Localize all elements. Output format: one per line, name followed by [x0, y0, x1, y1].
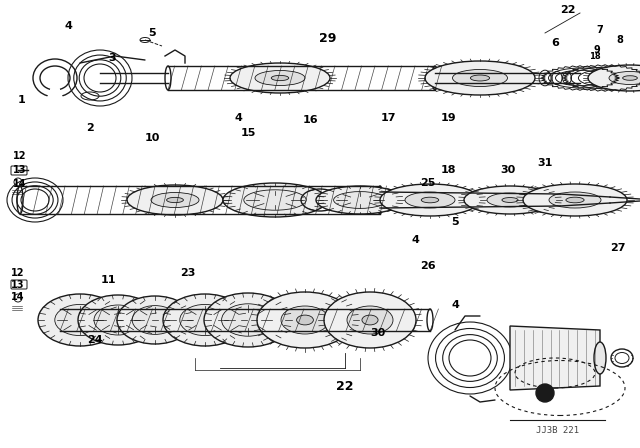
Text: 22: 22: [560, 5, 576, 15]
Text: 4: 4: [234, 113, 242, 123]
Text: 5: 5: [148, 28, 156, 38]
Ellipse shape: [78, 295, 158, 345]
Ellipse shape: [588, 65, 640, 91]
Ellipse shape: [151, 193, 199, 207]
Text: 12: 12: [12, 268, 25, 278]
Text: 17: 17: [380, 113, 396, 123]
Text: 29: 29: [319, 31, 337, 44]
Ellipse shape: [623, 76, 637, 80]
Ellipse shape: [362, 315, 378, 325]
Ellipse shape: [594, 342, 606, 374]
Ellipse shape: [117, 296, 193, 344]
Ellipse shape: [132, 306, 178, 334]
Text: 19: 19: [440, 113, 456, 123]
Wedge shape: [47, 78, 63, 100]
Text: 14: 14: [13, 179, 27, 189]
Text: 1: 1: [18, 95, 26, 105]
Text: 11: 11: [100, 275, 116, 285]
Ellipse shape: [502, 198, 518, 202]
Text: 4: 4: [411, 235, 419, 245]
Ellipse shape: [425, 61, 535, 95]
Text: 9: 9: [594, 45, 600, 55]
Text: 2: 2: [86, 123, 94, 133]
Ellipse shape: [487, 193, 533, 207]
Ellipse shape: [316, 186, 404, 214]
Ellipse shape: [549, 192, 601, 208]
Text: 15: 15: [240, 128, 256, 138]
Ellipse shape: [94, 305, 142, 335]
Text: 8: 8: [616, 35, 623, 45]
Ellipse shape: [333, 192, 387, 208]
Ellipse shape: [180, 304, 230, 336]
Text: 6: 6: [551, 38, 559, 48]
Ellipse shape: [296, 315, 314, 325]
Text: 7: 7: [596, 25, 604, 35]
Text: 12: 12: [13, 151, 27, 161]
Ellipse shape: [452, 69, 508, 86]
Wedge shape: [46, 78, 64, 105]
Ellipse shape: [230, 63, 330, 93]
Text: 30: 30: [500, 165, 516, 175]
Ellipse shape: [324, 292, 416, 348]
Ellipse shape: [221, 304, 275, 336]
Text: 22: 22: [336, 379, 354, 392]
Ellipse shape: [166, 198, 184, 202]
Ellipse shape: [257, 292, 353, 348]
Text: 10: 10: [144, 133, 160, 143]
Ellipse shape: [464, 186, 556, 214]
Ellipse shape: [281, 306, 329, 334]
Ellipse shape: [609, 72, 640, 85]
Text: JJ3B 221: JJ3B 221: [536, 426, 579, 435]
Text: 25: 25: [420, 178, 436, 188]
Text: 30: 30: [371, 328, 386, 338]
Ellipse shape: [204, 293, 292, 347]
Text: 4: 4: [64, 21, 72, 31]
Circle shape: [536, 384, 554, 402]
Ellipse shape: [347, 306, 393, 334]
Text: 27: 27: [611, 243, 626, 253]
Ellipse shape: [566, 197, 584, 203]
Ellipse shape: [380, 184, 480, 216]
Text: 5: 5: [451, 217, 459, 227]
Ellipse shape: [244, 190, 306, 210]
Text: 13: 13: [13, 165, 27, 175]
Ellipse shape: [271, 75, 289, 81]
Polygon shape: [510, 326, 600, 390]
Text: 26: 26: [420, 261, 436, 271]
Text: 14: 14: [12, 292, 25, 302]
Text: 31: 31: [538, 158, 553, 168]
Ellipse shape: [223, 183, 327, 217]
Text: 4: 4: [451, 300, 459, 310]
Text: 18: 18: [440, 165, 456, 175]
Ellipse shape: [127, 185, 223, 215]
Ellipse shape: [523, 184, 627, 216]
Ellipse shape: [470, 75, 490, 81]
Ellipse shape: [421, 197, 439, 203]
Ellipse shape: [55, 304, 105, 336]
Ellipse shape: [255, 70, 305, 86]
Ellipse shape: [163, 294, 247, 346]
Text: 18: 18: [589, 52, 601, 60]
Ellipse shape: [405, 192, 455, 208]
Text: 13: 13: [12, 280, 25, 290]
Text: 23: 23: [180, 268, 196, 278]
Text: 24: 24: [87, 335, 103, 345]
Text: 3: 3: [108, 53, 116, 63]
Ellipse shape: [38, 294, 122, 346]
Text: 16: 16: [302, 115, 318, 125]
